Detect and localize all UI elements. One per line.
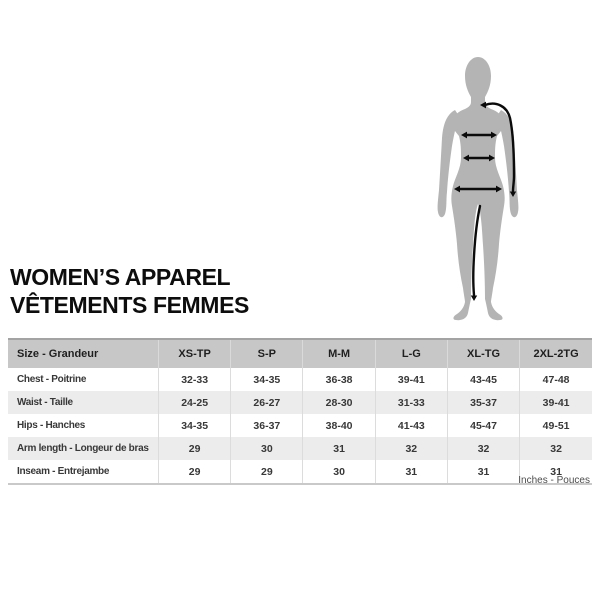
arm-length-measure-arrow [480, 101, 517, 197]
left-arm-silhouette [437, 110, 459, 218]
cell-value: 26-27 [230, 391, 303, 414]
table-row-chest: Chest - Poitrine 32-33 34-35 36-38 39-41… [8, 368, 592, 391]
header-size-l: L-G [374, 339, 448, 368]
cell-value: 35-37 [446, 391, 520, 414]
cell-value: 31 [374, 460, 448, 484]
waist-measure-arrow [463, 154, 495, 162]
cell-value: 49-51 [519, 414, 592, 437]
cell-value: 31 [302, 437, 376, 460]
cell-value: 29 [157, 437, 231, 460]
size-table: Size - Grandeur XS-TP S-P M-M L-G XL-TG … [8, 338, 592, 485]
table-header-row: Size - Grandeur XS-TP S-P M-M L-G XL-TG … [8, 339, 592, 368]
cell-value: 29 [157, 460, 231, 484]
inseam-measure-arrow [470, 204, 482, 301]
header-size-s: S-P [230, 339, 303, 368]
page-title: WOMEN’S APPAREL VÊTEMENTS FEMMES [10, 263, 249, 319]
cell-value: 32-33 [157, 368, 231, 391]
cell-value: 30 [302, 460, 376, 484]
cell-value: 31 [446, 460, 520, 484]
row-label: Hips - Hanches [17, 420, 86, 431]
chest-measure-arrow [461, 131, 497, 139]
cell-value: 36-38 [302, 368, 376, 391]
cell-value: 30 [230, 437, 303, 460]
table-row-arm-length: Arm length - Longeur de bras 29 30 31 32… [8, 437, 592, 460]
table-row-inseam: Inseam - Entrejambe 29 29 30 31 31 31 [8, 460, 592, 484]
cell-value: 43-45 [446, 368, 520, 391]
row-label: Arm length - Longeur de bras [8, 437, 159, 460]
units-footnote: Inches - Pouces [518, 475, 590, 486]
header-size-m: M-M [302, 339, 376, 368]
cell-value: 32 [446, 437, 520, 460]
row-label: Waist - Taille [8, 391, 159, 414]
cell-value: 47-48 [519, 368, 592, 391]
cell-value: 32 [519, 437, 592, 460]
cell-value: 24-25 [157, 391, 231, 414]
cell-value: 31 [519, 460, 592, 484]
page-title-line2: VÊTEMENTS FEMMES [10, 292, 249, 318]
cell-value: 34-35 [230, 368, 303, 391]
cell-value: 41-43 [374, 414, 448, 437]
table-row-hips: Hips - Hanches 34-35 36-37 38-40 41-43 4… [8, 414, 592, 437]
row-label: Inseam - Entrejambe [17, 466, 110, 477]
cell-value: 39-41 [374, 368, 448, 391]
table-row-waist: Waist - Taille 24-25 26-27 28-30 31-33 3… [8, 391, 592, 414]
cell-value: 34-35 [157, 414, 231, 437]
cell-value: 36-37 [230, 414, 303, 437]
header-size-xs: XS-TP [157, 339, 231, 368]
cell-value: 39-41 [519, 391, 592, 414]
page-title-line1: WOMEN’S APPAREL [10, 264, 231, 290]
cell-value: 38-40 [302, 414, 376, 437]
cell-value: 28-30 [302, 391, 376, 414]
cell-value: 29 [230, 460, 303, 484]
hips-measure-arrow [454, 185, 502, 193]
header-size-xl: XL-TG [446, 339, 520, 368]
cell-value: 31-33 [374, 391, 448, 414]
cell-value: 45-47 [446, 414, 520, 437]
woman-silhouette-figure [437, 57, 519, 321]
row-label: Chest - Poitrine [17, 374, 87, 385]
header-size-grandeur: Size - Grandeur [8, 339, 159, 368]
cell-value: 32 [374, 437, 448, 460]
header-size-2xl: 2XL-2TG [519, 339, 592, 368]
